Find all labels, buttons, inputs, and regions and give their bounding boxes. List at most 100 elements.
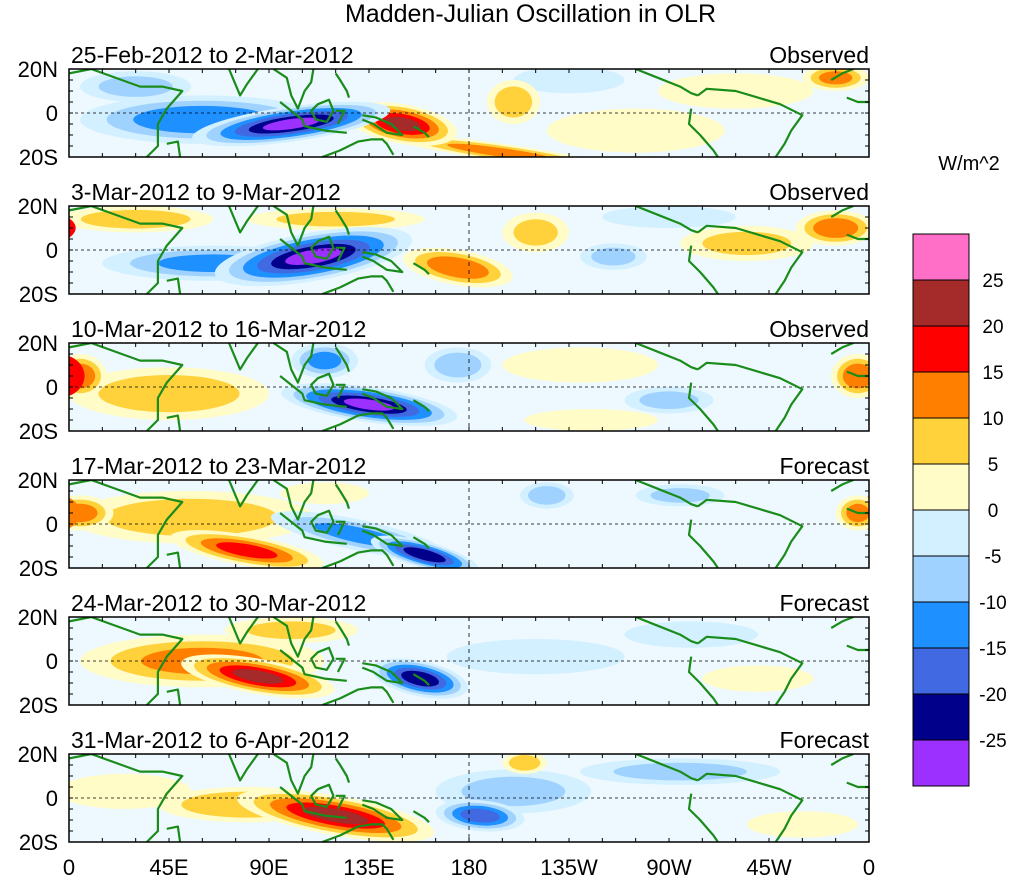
panel-kind: Forecast: [780, 453, 870, 479]
anomaly-contour: [702, 231, 792, 256]
coastline: [272, 754, 315, 795]
anomaly-contour: [384, 116, 421, 132]
coastline: [69, 69, 184, 157]
colorbar-title: W/m^2: [938, 153, 1000, 175]
coastline: [166, 277, 182, 294]
coastlines: [69, 754, 869, 842]
y-tick-label: 20N: [18, 468, 58, 493]
coastline: [361, 662, 404, 685]
panel-kind: Forecast: [780, 590, 870, 616]
anomaly-contour: [513, 219, 558, 246]
anomaly-contour: [403, 547, 446, 563]
anomaly-contour: [69, 497, 81, 529]
x-tick-label: 45W: [746, 855, 791, 880]
coastline: [635, 617, 699, 645]
coastline: [412, 536, 430, 549]
panel-kind: Observed: [769, 42, 869, 68]
coastline: [334, 620, 351, 646]
y-tick-label: 20N: [18, 57, 58, 82]
anomaly-contour: [307, 351, 342, 370]
coastline: [272, 343, 315, 384]
coastline: [635, 206, 699, 234]
panel-6: 20N 0 20S 31-Mar-2012 to 6-Apr-2012 Forecast: [18, 727, 870, 855]
coastline: [335, 520, 346, 536]
anomaly-contour: [460, 808, 500, 823]
anomaly-contour: [246, 621, 336, 639]
coastline: [697, 87, 804, 157]
colorbar-swatch: [912, 647, 970, 695]
anomaly-contour: [446, 639, 625, 675]
coastline: [69, 754, 184, 842]
coastline: [830, 754, 854, 766]
coastline: [226, 343, 259, 371]
colorbar-label: 15: [982, 363, 1003, 384]
x-tick-label: 180: [451, 855, 488, 880]
coastline: [635, 754, 699, 782]
panel-period: 17-Mar-2012 to 23-Mar-2012: [71, 453, 366, 479]
panel-5: 20N 0 20S 24-Mar-2012 to 30-Mar-2012 Forecas…: [18, 590, 870, 718]
x-tick-label: 135W: [540, 855, 598, 880]
coastline: [361, 388, 404, 411]
colorbar-label: 20: [982, 317, 1003, 338]
x-tick-label: 0: [63, 855, 75, 880]
coastline: [279, 375, 347, 408]
coastline: [361, 114, 404, 137]
coastline: [697, 635, 804, 705]
coastline: [335, 383, 346, 399]
x-tick-label: 90E: [249, 855, 288, 880]
coastline: [334, 346, 351, 372]
panel-period: 31-Mar-2012 to 6-Apr-2012: [71, 727, 350, 753]
panel-period: 3-Mar-2012 to 9-Mar-2012: [71, 179, 341, 205]
y-tick-label: 20N: [18, 742, 58, 767]
anomaly-contour: [447, 143, 558, 157]
coastline: [687, 382, 719, 431]
coastline: [166, 825, 182, 842]
anomaly-contour: [746, 811, 858, 838]
colorbar-swatch: [912, 417, 970, 465]
coastline: [335, 246, 346, 262]
coastline: [69, 480, 184, 568]
anomaly-contour: [262, 117, 320, 131]
colorbar-swatch: [912, 463, 970, 511]
coastline: [226, 617, 259, 645]
y-tick-label: 0: [46, 649, 58, 674]
coastline: [321, 549, 395, 568]
coastline: [166, 414, 182, 431]
coastline: [335, 657, 346, 673]
coastline: [321, 686, 395, 705]
colorbar-label: -5: [985, 547, 1002, 568]
coastline: [412, 125, 430, 138]
coastline: [279, 238, 347, 271]
anomaly-contour: [285, 248, 342, 266]
anomaly-contour: [426, 256, 489, 279]
anomaly-contour: [104, 498, 278, 536]
coastline: [830, 343, 854, 355]
coastline: [321, 138, 395, 157]
anomaly-contour: [69, 355, 85, 397]
colorbar-swatch: [912, 601, 970, 649]
coastline: [687, 793, 719, 842]
colorbar-label: -25: [979, 731, 1006, 752]
coastline: [226, 754, 259, 782]
anomaly-contour: [216, 542, 278, 559]
colorbar-label: -10: [979, 593, 1006, 614]
coastline: [830, 206, 854, 218]
panel-period: 10-Mar-2012 to 16-Mar-2012: [71, 316, 366, 342]
panel-kind: Observed: [769, 316, 869, 342]
anomaly-contour: [494, 86, 533, 118]
colorbar-label: 0: [988, 501, 999, 522]
colorbar-swatch: [912, 279, 970, 327]
coastline: [830, 480, 854, 492]
y-tick-label: 0: [46, 238, 58, 263]
anomaly-contour: [513, 69, 625, 94]
coastline: [335, 109, 346, 125]
coastline: [361, 251, 404, 274]
anomaly-contour: [69, 773, 192, 809]
anomaly-contour: [280, 482, 369, 505]
panel-3: 20N 0 20S 10-Mar-2012 to 16-Mar-2012 Observe…: [18, 316, 870, 444]
coastline: [69, 343, 184, 431]
coastline: [412, 673, 430, 686]
coastline: [310, 235, 335, 260]
x-tick-label: 135E: [343, 855, 394, 880]
anomaly-contour: [276, 211, 396, 227]
